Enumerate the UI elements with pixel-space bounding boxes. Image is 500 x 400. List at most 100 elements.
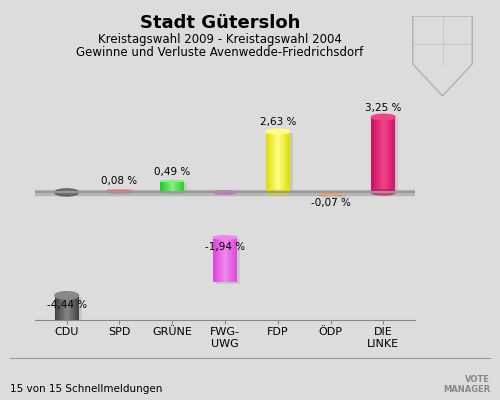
Bar [378,117,380,192]
Bar [325,194,326,196]
Bar [218,238,220,282]
Bar [216,239,240,284]
Bar [377,117,378,192]
Ellipse shape [266,129,289,134]
Bar [286,131,288,192]
Bar [276,131,277,192]
Bar [126,190,128,192]
Bar [274,131,276,192]
Bar [282,131,284,192]
Bar [330,194,332,196]
Bar [372,117,373,192]
Bar [334,194,336,196]
Bar [394,117,395,192]
Bar [333,194,334,196]
Bar [62,296,64,398]
Bar [393,117,394,192]
Bar [117,190,118,192]
Bar [228,238,229,282]
Bar [121,190,122,192]
Bar [178,181,180,192]
Text: Stadt Gütersloh: Stadt Gütersloh [140,14,300,32]
Bar [329,194,330,196]
Bar [129,190,130,192]
Text: 15 von 15 Schnellmeldungen: 15 von 15 Schnellmeldungen [10,384,162,394]
Bar [390,117,392,192]
Bar [216,238,217,282]
Bar [110,192,134,194]
Bar [164,183,188,194]
Bar [332,194,333,196]
Text: -1,94 %: -1,94 % [205,242,245,252]
Bar [233,238,234,282]
Bar [341,194,342,196]
Bar [224,238,225,282]
Bar [389,117,390,192]
Bar [230,238,232,282]
Bar [59,296,60,398]
Bar [270,131,272,192]
Ellipse shape [266,190,289,194]
Bar [160,181,161,192]
Ellipse shape [213,191,237,194]
Bar [380,117,381,192]
Bar [35,190,415,195]
Bar [112,190,113,192]
Bar [69,296,70,398]
Bar [232,238,233,282]
Bar [61,296,62,398]
Text: Gewinne und Verluste Avenwedde-Friedrichsdorf: Gewinne und Verluste Avenwedde-Friedrich… [76,46,364,59]
Bar [278,131,280,192]
Bar [385,117,386,192]
Bar [169,181,170,192]
Ellipse shape [213,236,237,239]
Bar [324,194,325,196]
Bar [386,117,388,192]
Bar [338,194,340,196]
Bar [234,238,236,282]
Text: 2,63 %: 2,63 % [260,117,296,127]
Bar [220,238,221,282]
Bar [229,238,230,282]
Bar [222,238,224,282]
Bar [76,296,77,398]
Bar [120,190,121,192]
Bar [109,190,110,192]
Bar [374,117,376,192]
Bar [340,194,341,196]
Bar [214,238,216,282]
Bar [110,190,112,192]
Bar [374,119,398,194]
Bar [108,190,109,192]
Bar [225,238,226,282]
Bar [382,117,384,192]
Bar [322,194,324,196]
Bar [64,296,65,398]
Bar [177,181,178,192]
Bar [118,190,120,192]
Bar [128,190,129,192]
Bar [285,131,286,192]
Bar [73,296,74,398]
Bar [122,190,124,192]
Bar [266,131,268,192]
Bar [66,296,68,398]
Bar [72,296,73,398]
Ellipse shape [318,192,342,193]
Bar [116,190,117,192]
Bar [176,181,177,192]
Bar [170,181,172,192]
Bar [337,194,338,196]
Ellipse shape [108,190,132,191]
Text: Kreistagswahl 2009 - Kreistagswahl 2004: Kreistagswahl 2009 - Kreistagswahl 2004 [98,33,342,46]
Bar [173,181,174,192]
Bar [174,181,176,192]
Bar [162,181,164,192]
Bar [321,194,322,196]
Bar [56,296,57,398]
Bar [322,196,345,198]
Bar [277,131,278,192]
Text: 3,25 %: 3,25 % [365,103,402,113]
Bar [113,190,114,192]
Bar [280,131,281,192]
